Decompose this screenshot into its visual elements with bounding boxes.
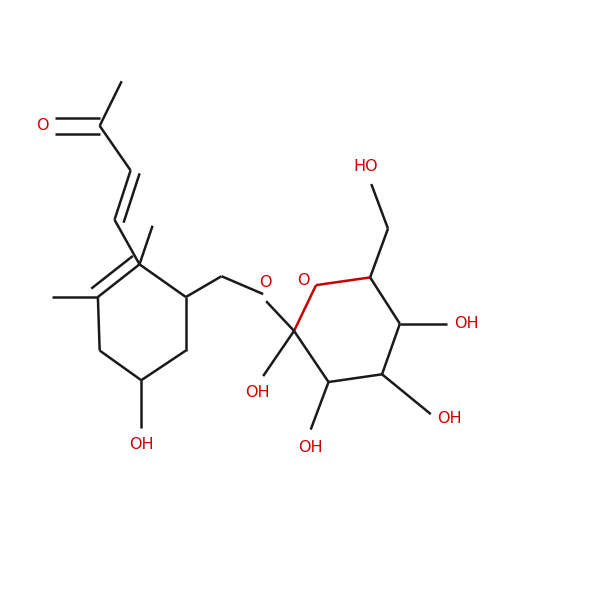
- Text: OH: OH: [437, 412, 462, 427]
- Text: O: O: [36, 118, 48, 133]
- Text: OH: OH: [298, 440, 323, 455]
- Text: O: O: [297, 273, 309, 288]
- Text: O: O: [259, 275, 271, 290]
- Text: OH: OH: [454, 316, 479, 331]
- Text: HO: HO: [353, 159, 378, 174]
- Text: OH: OH: [129, 437, 154, 452]
- Text: OH: OH: [245, 385, 269, 400]
